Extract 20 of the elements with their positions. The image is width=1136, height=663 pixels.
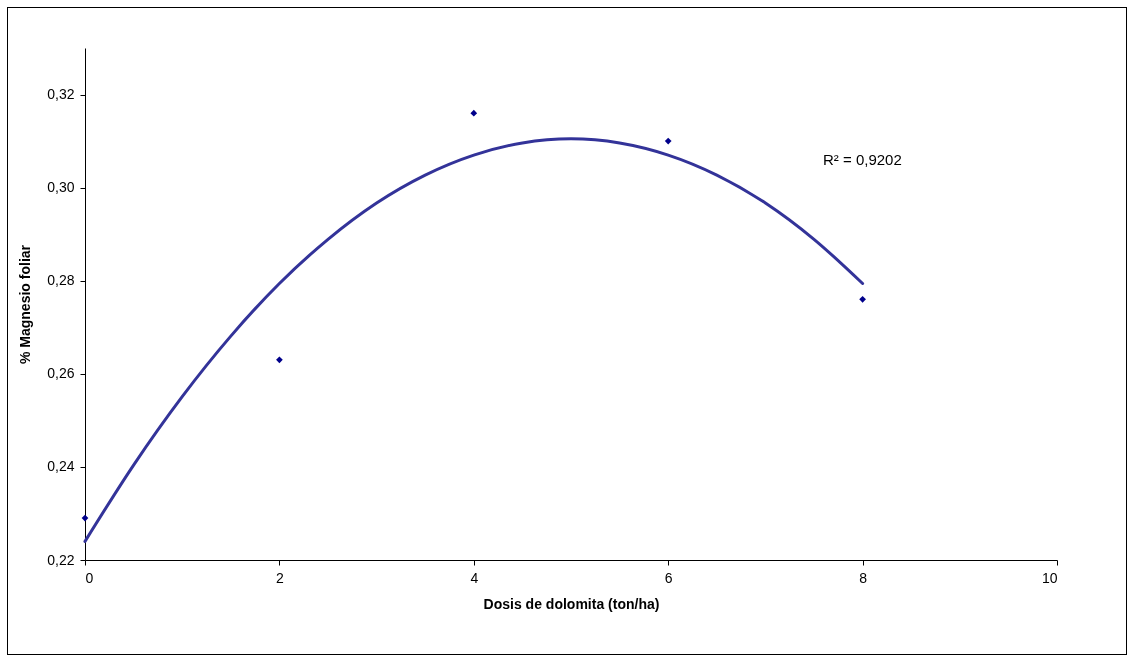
x-tick-label: 6 — [664, 569, 673, 586]
x-tick-label: 10 — [1041, 569, 1058, 586]
x-tick-label: 2 — [276, 569, 284, 586]
point — [664, 137, 672, 145]
y-tick-label: 0,22 — [47, 551, 75, 568]
x-tick-label: 8 — [859, 569, 868, 586]
point — [276, 356, 283, 364]
point — [859, 295, 866, 303]
y-tick-label: 0,30 — [47, 179, 75, 196]
point — [81, 514, 89, 522]
y-tick-label: 0,26 — [47, 365, 75, 382]
y-axis-title: % Magnesio foliar — [17, 244, 34, 365]
x-tick-label: 0 — [85, 569, 94, 586]
y-tick-label: 0,28 — [47, 272, 75, 289]
annotation: R² = 0,9202 — [823, 151, 902, 168]
y-tick-label: 0,32 — [47, 86, 75, 103]
x-tick-label: 4 — [470, 569, 479, 586]
x-axis-title: Dosis de dolomita (ton/ha) — [483, 595, 660, 612]
point — [470, 109, 478, 117]
y-tick-label: 0,24 — [47, 458, 75, 475]
